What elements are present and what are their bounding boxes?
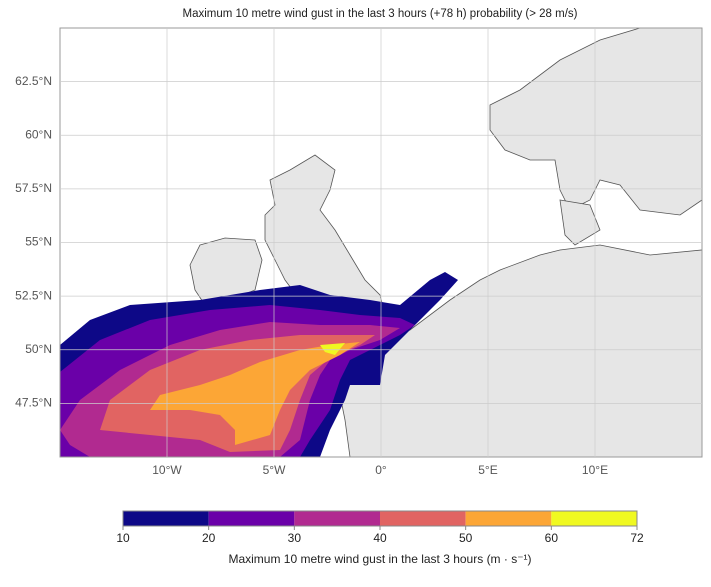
y-tick-label: 55°N — [25, 235, 52, 249]
y-tick-label: 62.5°N — [15, 74, 52, 88]
colorbar-tick-label: 10 — [116, 531, 130, 545]
colorbar-segment — [208, 511, 295, 526]
chart-title: Maximum 10 metre wind gust in the last 3… — [182, 8, 577, 20]
x-tick-label: 0° — [375, 463, 387, 477]
x-tick-label: 10°E — [582, 463, 608, 477]
y-tick-label: 52.5°N — [15, 288, 52, 302]
colorbar-segment — [551, 511, 637, 526]
y-tick-label: 60°N — [25, 127, 52, 141]
colorbar-segment — [294, 511, 380, 526]
colorbar-tick-label: 50 — [459, 531, 473, 545]
colorbar-segment — [123, 511, 209, 526]
colorbar-tick-label: 30 — [288, 531, 302, 545]
y-tick-label: 50°N — [25, 342, 52, 356]
contour-band — [150, 342, 360, 445]
colorbar-tick-label: 72 — [630, 531, 644, 545]
colorbar-tick-label: 60 — [545, 531, 559, 545]
x-tick-label: 5°W — [263, 463, 286, 477]
y-tick-label: 47.5°N — [15, 396, 52, 410]
denmark — [559, 199, 601, 246]
colorbar-segment — [465, 511, 552, 526]
colorbar-tick-label: 40 — [373, 531, 387, 545]
colorbar-segment — [380, 511, 466, 526]
colorbar-label: Maximum 10 metre wind gust in the last 3… — [228, 552, 531, 566]
x-tick-label: 10°W — [152, 463, 182, 477]
scandinavia — [489, 27, 703, 216]
contour-band — [320, 343, 345, 355]
x-tick-label: 5°E — [478, 463, 497, 477]
y-tick-label: 57.5°N — [15, 181, 52, 195]
colorbar-tick-label: 20 — [202, 531, 216, 545]
